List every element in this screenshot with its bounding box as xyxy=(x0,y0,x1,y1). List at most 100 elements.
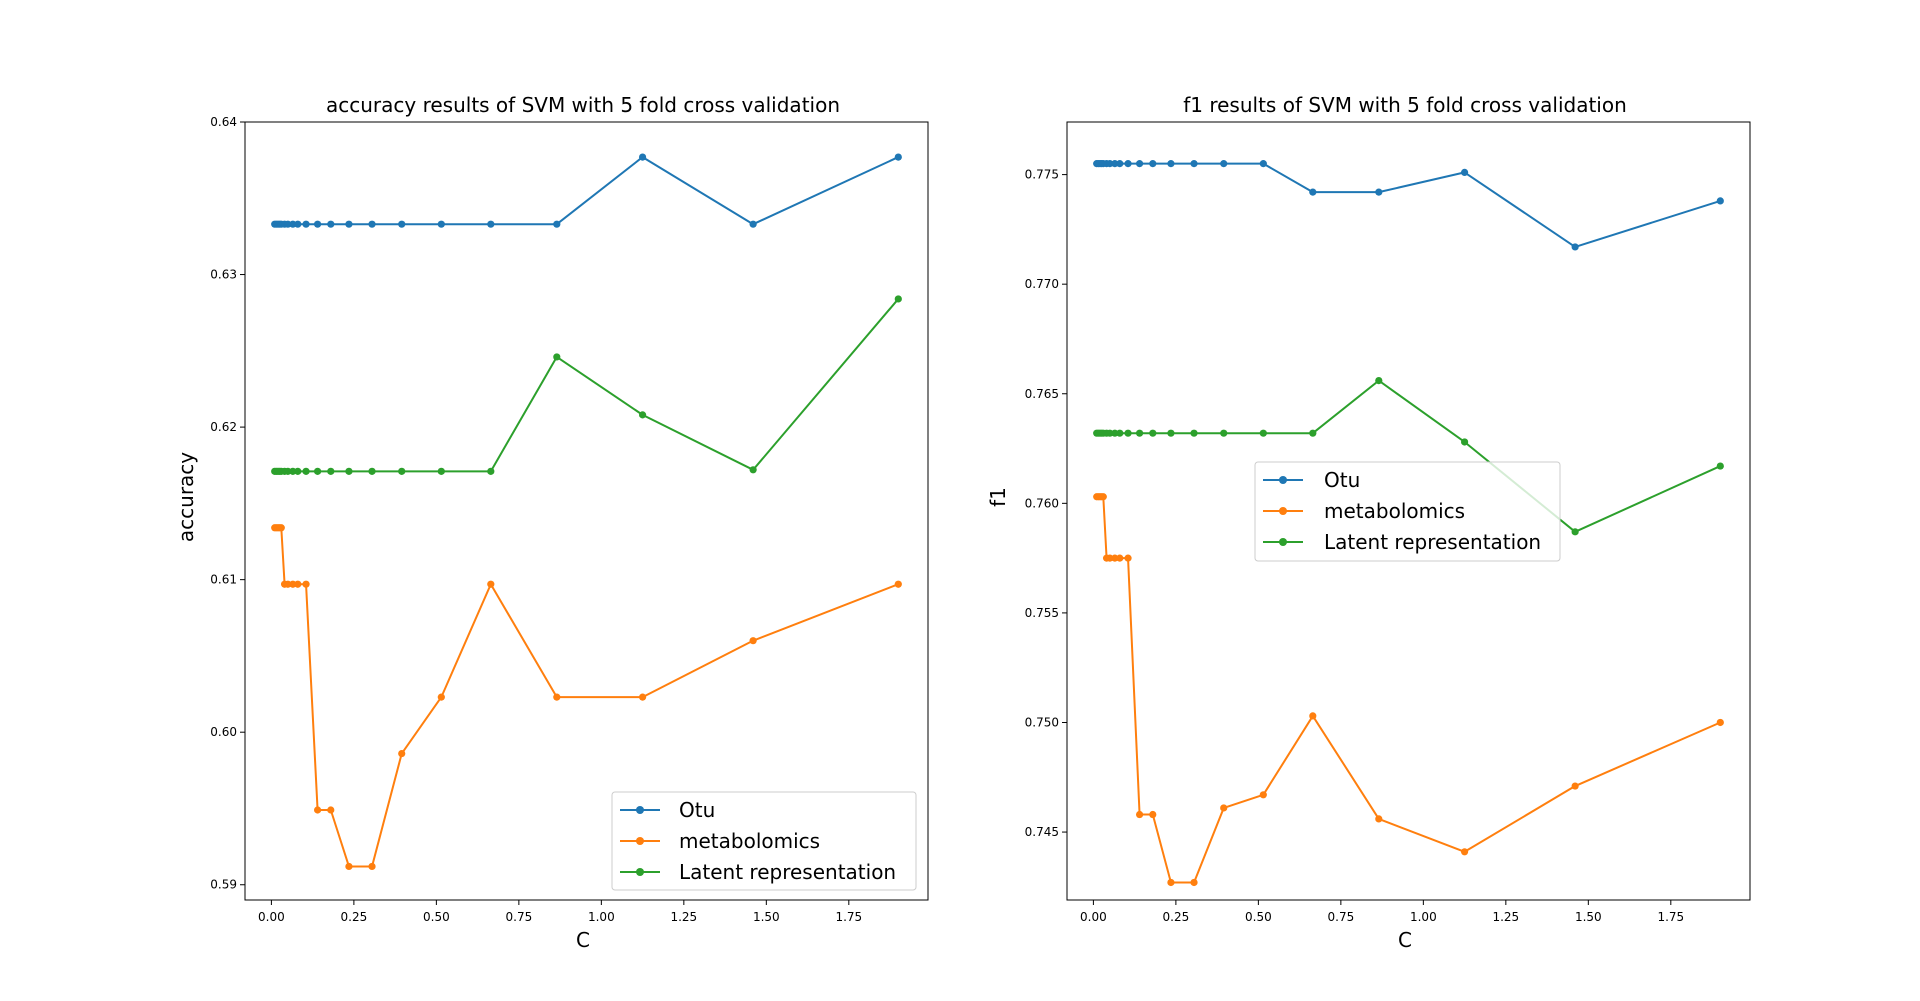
accuracy-y-tick-label: 0.61 xyxy=(210,573,237,587)
accuracy-data-point-latent xyxy=(327,467,335,475)
f1-data-point-metabolomics xyxy=(1116,554,1124,562)
f1-x-tick-label: 0.50 xyxy=(1245,910,1272,924)
f1-data-point-otu xyxy=(1309,188,1317,196)
accuracy-data-point-metabolomics xyxy=(749,637,757,645)
f1-data-point-latent xyxy=(1111,429,1119,437)
f1-data-point-latent xyxy=(1571,528,1579,536)
accuracy-data-point-latent xyxy=(368,467,376,475)
f1-data-point-otu xyxy=(1124,160,1132,168)
f1-data-point-latent xyxy=(1259,429,1267,437)
f1-data-point-otu xyxy=(1259,160,1267,168)
f1-data-point-metabolomics xyxy=(1716,718,1724,727)
f1-y-tick-label: 0.745 xyxy=(1025,825,1059,839)
f1-data-point-latent xyxy=(1116,429,1124,437)
accuracy-data-point-latent xyxy=(487,467,495,475)
f1-data-point-metabolomics xyxy=(1309,712,1317,720)
f1-y-tick-label: 0.755 xyxy=(1025,606,1059,620)
f1-data-point-latent xyxy=(1190,429,1198,437)
f1-data-point-otu xyxy=(1460,168,1469,177)
accuracy-data-point-metabolomics xyxy=(345,862,353,871)
f1-data-point-latent xyxy=(1220,429,1228,437)
f1-chart: f1 results of SVM with 5 fold cross vali… xyxy=(986,93,1751,952)
accuracy-data-point-otu xyxy=(345,220,353,228)
accuracy-legend-label-metabolomics: metabolomics xyxy=(679,829,820,853)
f1-data-point-metabolomics xyxy=(1460,848,1469,856)
accuracy-data-point-latent xyxy=(437,467,445,475)
accuracy-chart: accuracy results of SVM with 5 fold cros… xyxy=(174,93,929,952)
f1-data-point-metabolomics xyxy=(1167,878,1175,887)
accuracy-x-axis-label: C xyxy=(576,928,590,952)
f1-data-point-metabolomics xyxy=(1106,554,1114,562)
f1-data-point-latent xyxy=(1375,377,1383,385)
accuracy-x-tick-label: 0.00 xyxy=(258,910,285,924)
f1-y-tick-label: 0.760 xyxy=(1025,496,1059,510)
accuracy-data-point-latent xyxy=(302,467,310,475)
f1-legend-marker-metabolomics xyxy=(1279,507,1287,515)
accuracy-data-point-metabolomics xyxy=(294,580,302,588)
accuracy-data-point-latent xyxy=(313,467,322,475)
accuracy-data-point-otu xyxy=(638,153,647,161)
accuracy-x-tick-label: 1.50 xyxy=(753,910,780,924)
accuracy-data-point-latent xyxy=(294,467,302,475)
f1-data-point-latent xyxy=(1149,429,1157,437)
accuracy-data-point-otu xyxy=(284,220,292,228)
f1-legend: Otu metabolomics Latent representation xyxy=(1254,461,1561,562)
accuracy-data-point-otu xyxy=(749,220,757,228)
accuracy-data-point-otu xyxy=(894,153,902,161)
accuracy-y-tick-label: 0.59 xyxy=(210,878,237,892)
accuracy-data-point-metabolomics xyxy=(284,580,292,588)
f1-data-point-metabolomics xyxy=(1099,493,1107,501)
f1-data-point-metabolomics xyxy=(1259,791,1267,799)
f1-data-point-otu xyxy=(1106,160,1114,168)
accuracy-data-point-metabolomics xyxy=(302,580,310,588)
accuracy-y-tick-label: 0.63 xyxy=(210,268,237,282)
accuracy-data-point-latent xyxy=(638,411,647,419)
accuracy-legend: Otu metabolomics Latent representation xyxy=(611,791,917,891)
f1-data-point-otu xyxy=(1149,160,1157,168)
accuracy-x-tick-label: 0.25 xyxy=(341,910,368,924)
accuracy-data-point-latent xyxy=(345,467,353,475)
accuracy-data-point-metabolomics xyxy=(289,580,297,588)
accuracy-data-point-metabolomics xyxy=(313,806,322,814)
accuracy-data-point-latent xyxy=(289,467,297,475)
accuracy-legend-frame xyxy=(611,791,917,891)
accuracy-data-point-otu xyxy=(398,220,406,228)
f1-data-point-metabolomics xyxy=(1124,554,1132,562)
accuracy-x-tick-label: 0.50 xyxy=(423,910,450,924)
f1-data-point-metabolomics xyxy=(1220,804,1228,812)
accuracy-data-point-metabolomics xyxy=(553,693,561,701)
accuracy-legend-marker-latent xyxy=(636,868,644,876)
f1-data-point-metabolomics xyxy=(1190,878,1198,887)
accuracy-data-point-metabolomics xyxy=(638,693,647,701)
accuracy-legend-marker-metabolomics xyxy=(636,837,644,845)
f1-data-point-metabolomics xyxy=(1571,782,1579,790)
accuracy-data-point-metabolomics xyxy=(327,806,335,814)
f1-data-point-latent xyxy=(1106,429,1114,437)
f1-data-point-otu xyxy=(1220,160,1228,168)
f1-data-point-otu xyxy=(1190,160,1198,168)
f1-x-tick-label: 0.00 xyxy=(1080,910,1107,924)
accuracy-y-tick-label: 0.64 xyxy=(210,115,237,129)
f1-data-point-metabolomics xyxy=(1375,815,1383,823)
accuracy-x-tick-label: 1.75 xyxy=(835,910,862,924)
accuracy-x-tick-label: 1.00 xyxy=(588,910,615,924)
accuracy-legend-marker-otu xyxy=(636,806,644,814)
accuracy-data-point-metabolomics xyxy=(277,524,285,532)
accuracy-data-point-latent xyxy=(284,467,292,475)
f1-x-axis-label: C xyxy=(1398,928,1412,952)
accuracy-legend-label-latent: Latent representation xyxy=(679,860,896,884)
accuracy-y-tick-label: 0.62 xyxy=(210,420,237,434)
accuracy-data-point-otu xyxy=(553,220,561,228)
accuracy-data-point-otu xyxy=(302,220,310,228)
f1-data-point-metabolomics xyxy=(1149,810,1157,819)
accuracy-data-point-latent xyxy=(398,467,406,475)
accuracy-y-axis-label: accuracy xyxy=(174,452,198,542)
f1-legend-marker-latent xyxy=(1279,538,1287,546)
f1-data-point-metabolomics xyxy=(1135,810,1144,819)
accuracy-data-point-latent xyxy=(553,353,561,361)
f1-y-tick-label: 0.750 xyxy=(1025,715,1059,729)
f1-legend-label-otu: Otu xyxy=(1324,468,1360,492)
f1-data-point-otu xyxy=(1111,160,1119,168)
